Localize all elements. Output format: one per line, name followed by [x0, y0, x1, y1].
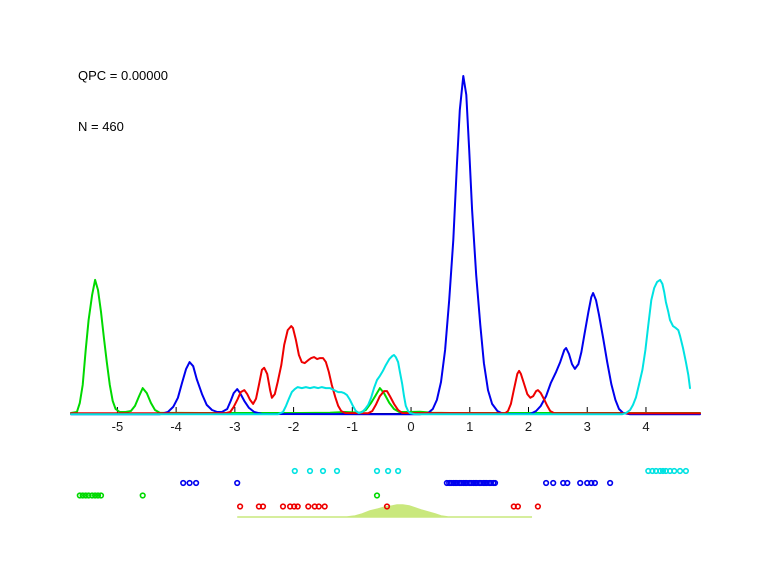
n-label: N = 460 — [78, 119, 124, 134]
rug-cyan-dot — [385, 467, 392, 475]
rug-blue-dot — [588, 479, 595, 487]
rug-cyan-dot — [319, 467, 327, 475]
rug-blue-dot — [591, 479, 599, 487]
rug-green-dot — [94, 492, 102, 499]
rug-blue-dot — [550, 479, 557, 487]
rug-red-dot — [383, 503, 391, 510]
rug-cyan-dot — [373, 467, 381, 475]
x-axis-tick-label: -4 — [170, 419, 182, 434]
rug-blue-dot — [577, 479, 584, 487]
x-axis-tick-label: 2 — [525, 419, 532, 434]
rug-green-dot — [91, 492, 99, 499]
rug-red-dot — [291, 503, 298, 510]
rug-red-dot — [315, 503, 322, 510]
density-red — [70, 325, 701, 415]
rug-red-dot — [534, 503, 542, 510]
rug-cyan-dot — [291, 467, 298, 475]
rug-blue-dot — [193, 479, 200, 487]
rug-red-dot — [321, 503, 328, 510]
rug-green-dot — [85, 492, 92, 499]
rug-blue-dot — [542, 479, 550, 487]
rug-green-dot — [97, 492, 105, 499]
rug-cyan-dot — [395, 467, 402, 475]
rug-blue-dot — [606, 479, 614, 487]
density-green — [70, 278, 701, 414]
rug-blue-dot — [234, 479, 241, 487]
rug-green-dot — [88, 492, 96, 499]
rug-red-dot — [279, 503, 287, 510]
rug-blue-dot — [491, 479, 499, 487]
rug-green-dot — [79, 492, 86, 499]
x-axis-tick-label: 4 — [642, 419, 649, 434]
density-cyan — [70, 278, 691, 416]
rug-red-dot — [305, 503, 312, 510]
x-axis-tick-label: 3 — [584, 419, 591, 434]
rug-red-dot — [294, 503, 301, 510]
rug-cyan-dot — [671, 467, 678, 475]
rug-green-dot — [139, 492, 146, 499]
rug-blue-dot — [186, 479, 193, 487]
x-axis-tick-label: -3 — [229, 419, 241, 434]
rug-cyan-dot — [306, 467, 314, 475]
qpc-label: QPC = 0.00000 — [78, 68, 168, 83]
x-axis-tick-label: -2 — [288, 419, 300, 434]
annotation-block: QPC = 0.00000 N = 460 — [78, 33, 168, 169]
x-axis-tick-label: -1 — [347, 419, 359, 434]
rug-blue-dot — [180, 479, 187, 487]
rug-cyan-dot — [682, 467, 690, 475]
x-axis-tick-label: 0 — [407, 419, 414, 434]
x-axis-tick-label: -5 — [112, 419, 124, 434]
rug-blue-dot — [564, 479, 571, 487]
rug-cyan-dot — [676, 467, 684, 475]
rug-cyan-dot — [333, 467, 341, 475]
rug-cyan-dot — [659, 467, 667, 475]
density-blue — [70, 75, 701, 416]
rug-red-dot — [237, 503, 244, 510]
khaki-density — [237, 504, 533, 518]
rug-red-dot — [514, 503, 522, 510]
rug-green-dot — [76, 492, 83, 499]
x-axis-tick-label: 1 — [466, 419, 473, 434]
rug-cyan-dot — [649, 467, 656, 475]
rug-red-dot — [259, 503, 267, 510]
rug-green-dot — [82, 492, 89, 499]
rug-green-dot — [373, 492, 381, 499]
rug-cyan-dot — [656, 467, 664, 475]
